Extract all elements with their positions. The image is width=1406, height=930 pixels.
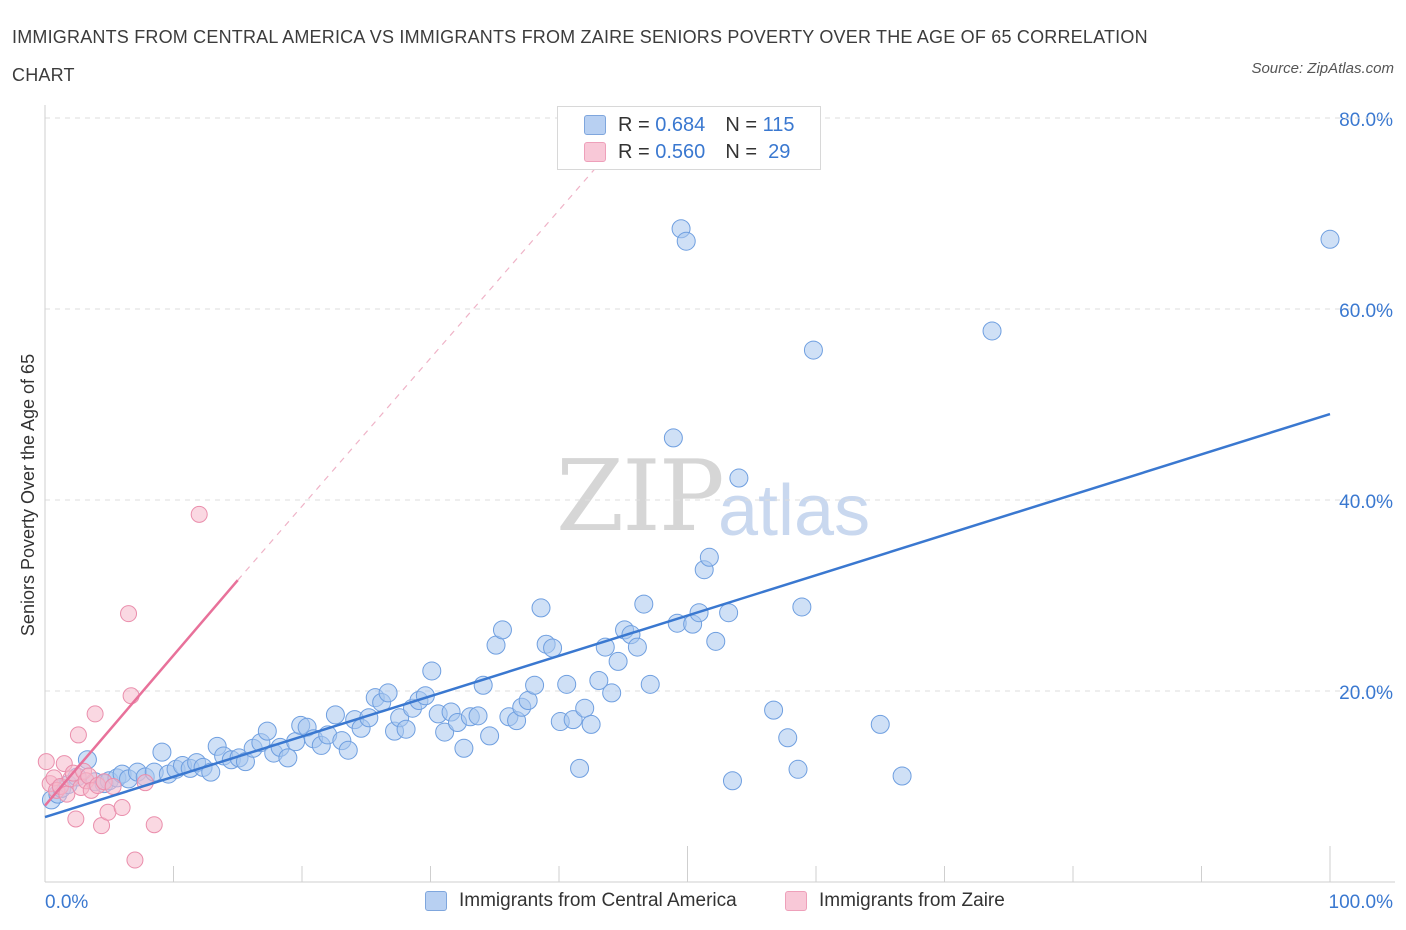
legend-r-label: R = [618, 113, 650, 136]
stats-legend: R = 0.684 N = 115 R = 0.560 N = 29 [557, 106, 821, 170]
y-tick-label: 60.0% [1339, 301, 1393, 322]
data-point-central-america [557, 674, 577, 694]
trendline-zaire [44, 579, 239, 807]
legend-r-value: 0.560 [655, 140, 706, 163]
data-point-central-america [719, 603, 739, 623]
data-point-central-america [338, 740, 358, 760]
data-point-zaire [145, 816, 163, 834]
watermark-zip: ZIP [556, 440, 725, 554]
legend-label: Immigrants from Zaire [819, 890, 1005, 911]
data-point-central-america [640, 674, 660, 694]
data-point-zaire [67, 810, 85, 828]
data-point-zaire [104, 778, 122, 795]
legend-r-label: R = [618, 140, 650, 163]
legend-n-label: N = [725, 140, 757, 163]
data-point-central-america [729, 468, 749, 488]
data-point-central-america [531, 598, 551, 618]
legend-row-zaire: R = 0.560 N = 29 [584, 140, 790, 164]
data-point-zaire [37, 753, 55, 771]
data-point-central-america [870, 714, 890, 734]
data-point-central-america [492, 620, 512, 640]
legend-item-central-america[interactable]: Immigrants from Central America [425, 890, 737, 912]
data-point-central-america [257, 721, 277, 741]
data-point-zaire [99, 803, 117, 821]
y-tick-label: 40.0% [1339, 492, 1393, 513]
data-point-central-america [778, 728, 798, 748]
legend-row-central-america: R = 0.684 N = 115 [584, 113, 794, 137]
data-point-central-america [706, 631, 726, 651]
data-point-central-america [788, 759, 808, 779]
data-point-zaire [190, 505, 208, 523]
data-point-zaire [113, 799, 131, 817]
data-point-central-america [602, 683, 622, 703]
trendline-central-america [44, 412, 1331, 819]
legend-r-value: 0.684 [655, 113, 706, 136]
data-point-central-america [722, 771, 742, 791]
y-tick-label: 80.0% [1339, 110, 1393, 131]
data-point-central-america [563, 710, 583, 730]
data-point-central-america [435, 722, 455, 742]
data-point-zaire [58, 785, 76, 803]
data-point-zaire [120, 605, 138, 623]
data-point-central-america [525, 675, 545, 695]
legend-swatch-pink [584, 142, 606, 162]
data-point-central-america [325, 705, 345, 725]
data-point-zaire [122, 687, 140, 705]
data-point-central-america [676, 231, 696, 251]
data-point-central-america [543, 638, 563, 658]
legend-swatch-blue [425, 891, 447, 911]
data-point-central-america [570, 758, 590, 778]
series-legend: Immigrants from Central America Immigran… [0, 890, 1406, 916]
data-point-central-america [792, 597, 812, 617]
legend-n-label: N = [725, 113, 757, 136]
data-point-central-america [663, 428, 683, 448]
data-point-central-america [803, 340, 823, 360]
data-point-zaire [69, 726, 87, 744]
data-point-central-america [634, 594, 654, 614]
data-point-central-america [892, 766, 912, 786]
data-point-central-america [152, 742, 172, 762]
data-point-central-america [468, 706, 488, 726]
data-point-central-america [1320, 229, 1340, 249]
data-point-central-america [422, 661, 442, 681]
data-point-zaire [86, 705, 104, 723]
data-point-central-america [581, 714, 601, 734]
x-tick-label-min: 0.0% [45, 892, 88, 913]
legend-n-value: 29 [768, 140, 791, 163]
trendline-zaire-extension [237, 165, 599, 581]
chart-title: IMMIGRANTS FROM CENTRAL AMERICA VS IMMIG… [12, 27, 1148, 85]
data-point-central-america [608, 651, 628, 671]
data-point-central-america [396, 719, 416, 739]
data-point-central-america [699, 547, 719, 567]
data-point-central-america [480, 726, 500, 746]
y-tick-label: 20.0% [1339, 683, 1393, 704]
data-point-central-america [278, 748, 298, 768]
data-point-central-america [764, 700, 784, 720]
data-point-central-america [575, 698, 595, 718]
data-point-central-america [378, 683, 398, 703]
data-point-zaire [126, 851, 144, 869]
data-point-central-america [982, 321, 1002, 341]
legend-swatch-pink [785, 891, 807, 911]
legend-n-value: 115 [762, 113, 795, 136]
data-point-central-america [627, 637, 647, 657]
source-label: Source: ZipAtlas.com [1251, 60, 1394, 77]
data-point-central-america [454, 738, 474, 758]
y-axis-title: Seniors Poverty Over the Age of 65 [18, 354, 38, 636]
legend-label: Immigrants from Central America [459, 890, 737, 911]
legend-item-zaire[interactable]: Immigrants from Zaire [785, 890, 1005, 912]
data-point-central-america [589, 670, 609, 690]
legend-swatch-blue [584, 115, 606, 135]
x-tick-label-max: 100.0% [1329, 892, 1394, 913]
